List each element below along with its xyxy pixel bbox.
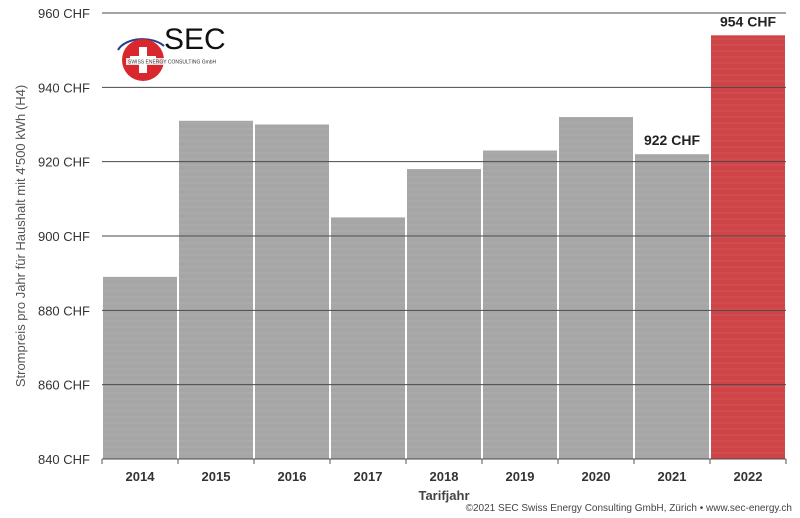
x-tick-label: 2014 bbox=[126, 469, 156, 484]
bar-2020 bbox=[559, 117, 633, 460]
bar-2016 bbox=[255, 124, 329, 459]
x-tick-label: 2019 bbox=[506, 469, 535, 484]
bar-2018 bbox=[407, 169, 481, 459]
y-axis-title: Strompreis pro Jahr für Haushalt mit 4'5… bbox=[13, 85, 28, 387]
data-label-2022: 954 CHF bbox=[720, 13, 776, 29]
y-tick-label: 940 CHF bbox=[38, 80, 90, 95]
y-tick-label: 860 CHF bbox=[38, 378, 90, 393]
copyright-note: ©2021 SEC Swiss Energy Consulting GmbH, … bbox=[466, 503, 792, 514]
logo-name: SEC bbox=[164, 23, 226, 56]
x-tick-label: 2022 bbox=[734, 469, 763, 484]
bar-2022 bbox=[711, 35, 785, 460]
y-tick-label: 960 CHF bbox=[38, 6, 90, 21]
data-labels: 922 CHF 954 CHF bbox=[644, 13, 776, 148]
y-tick-label: 880 CHF bbox=[38, 303, 90, 318]
logo-tagline: SWISS ENERGY CONSULTING GmbH bbox=[128, 60, 217, 66]
sec-logo: SEC SWISS ENERGY CONSULTING GmbH bbox=[113, 18, 236, 86]
bar-2021 bbox=[635, 154, 709, 459]
y-tick-label: 900 CHF bbox=[38, 229, 90, 244]
data-label-2021: 922 CHF bbox=[644, 132, 700, 148]
x-tick-label: 2021 bbox=[658, 469, 687, 484]
plot-area bbox=[103, 35, 785, 460]
y-tick-label: 840 CHF bbox=[38, 452, 90, 467]
x-tick-label: 2020 bbox=[582, 469, 611, 484]
x-axis: 2014 2015 2016 2017 2018 2019 2020 2021 2022 bbox=[101, 459, 787, 484]
x-tick-label: 2015 bbox=[202, 469, 231, 484]
y-axis: 840 CHF 860 CHF 880 CHF 900 CHF 920 CHF 940 C… bbox=[38, 6, 786, 467]
bar-2014 bbox=[103, 276, 177, 459]
x-tick-label: 2016 bbox=[278, 469, 307, 484]
bar-2019 bbox=[483, 150, 557, 459]
bar-2017 bbox=[331, 217, 405, 459]
x-tick-label: 2017 bbox=[354, 469, 383, 484]
y-tick-label: 920 CHF bbox=[38, 155, 90, 170]
x-axis-title: Tarifjahr bbox=[418, 488, 469, 503]
x-tick-label: 2018 bbox=[430, 469, 459, 484]
bar-2015 bbox=[179, 120, 253, 460]
